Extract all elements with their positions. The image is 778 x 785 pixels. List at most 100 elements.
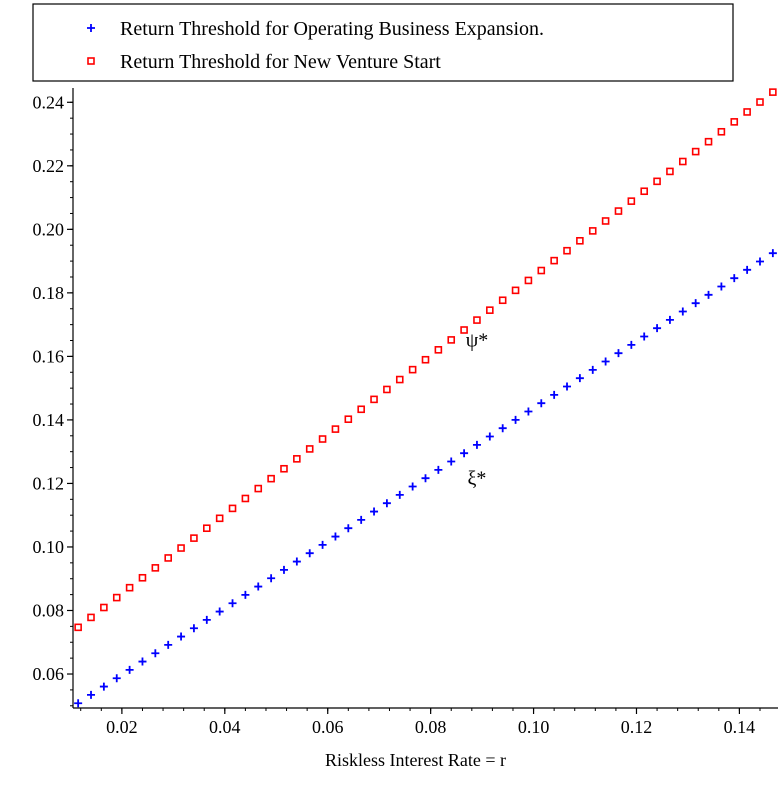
x-tick-label: 0.04 (209, 717, 241, 737)
annotations: ψ* ξ* (466, 330, 489, 490)
data-point (678, 157, 687, 166)
data-point (524, 276, 533, 285)
data-point (138, 657, 147, 666)
data-point (280, 464, 288, 473)
data-point (305, 445, 314, 453)
data-point (318, 540, 327, 549)
data-point (292, 557, 301, 566)
series-layer (74, 88, 777, 708)
data-point (331, 425, 340, 433)
data-point (151, 564, 160, 572)
data-point (550, 256, 558, 265)
data-point (241, 590, 250, 599)
data-point (769, 88, 777, 96)
data-point (768, 249, 777, 258)
data-point (357, 515, 366, 524)
data-point (511, 286, 520, 295)
data-point (563, 382, 572, 391)
data-point (215, 514, 224, 523)
data-point (447, 336, 456, 344)
data-point (99, 682, 108, 691)
data-point (151, 649, 160, 658)
legend-marker (87, 57, 95, 65)
y-tick-label: 0.06 (33, 664, 65, 684)
data-point (678, 307, 687, 316)
data-point (743, 265, 752, 274)
x-tick-label: 0.14 (724, 717, 756, 737)
data-point (691, 299, 700, 308)
data-point (755, 257, 764, 266)
data-point (717, 127, 726, 136)
data-point (267, 574, 276, 583)
data-point (460, 449, 469, 458)
data-point (537, 399, 546, 408)
data-point (125, 665, 134, 674)
y-tick-label: 0.20 (33, 219, 65, 239)
annotation-label: ψ* (466, 330, 489, 352)
data-point (112, 593, 121, 602)
x-tick-label: 0.06 (312, 717, 344, 737)
data-point (382, 499, 391, 508)
data-point (254, 484, 263, 493)
data-point (730, 274, 739, 283)
data-point (640, 332, 649, 341)
y-tick-label: 0.16 (33, 346, 65, 366)
data-point (74, 623, 82, 632)
data-point (189, 624, 198, 633)
data-point (357, 405, 365, 414)
data-point (498, 424, 507, 433)
legend-label: Return Threshold for New Venture Start (120, 51, 441, 73)
annotation-label: ξ* (467, 468, 486, 490)
data-point (421, 474, 430, 483)
data-point (588, 227, 597, 235)
data-point (408, 365, 417, 374)
data-point (653, 177, 661, 186)
data-point (485, 432, 494, 441)
data-point (704, 137, 713, 146)
data-point (228, 504, 237, 513)
x-tick-label: 0.08 (415, 717, 447, 737)
data-point (704, 290, 713, 299)
data-point (254, 582, 263, 591)
legend-label: Return Threshold for Operating Business … (120, 18, 544, 40)
data-point (537, 266, 546, 275)
data-point (241, 494, 250, 503)
data-point (177, 632, 186, 641)
data-point (576, 236, 584, 245)
y-tick-label: 0.08 (33, 600, 65, 620)
data-point (691, 147, 700, 156)
data-point (473, 316, 481, 324)
data-point (743, 108, 751, 116)
data-point (614, 207, 623, 215)
data-point (383, 385, 391, 394)
series-operating-business-expansion (74, 249, 777, 708)
x-tick-label: 0.02 (106, 717, 138, 737)
data-point (395, 375, 404, 384)
data-point (164, 554, 173, 562)
data-point (434, 346, 443, 354)
data-point (472, 440, 481, 449)
y-tick-label: 0.24 (33, 92, 65, 112)
y-tick-label: 0.14 (33, 410, 65, 430)
data-point (666, 167, 674, 176)
data-point (524, 407, 533, 416)
legend-marker (87, 24, 95, 32)
x-tick-label: 0.10 (518, 717, 550, 737)
data-point (344, 524, 353, 533)
data-point (331, 532, 340, 541)
data-point (550, 390, 559, 399)
data-point (112, 674, 121, 683)
data-point (202, 524, 211, 533)
data-point (125, 583, 134, 592)
y-tick-label: 0.22 (33, 156, 65, 176)
x-tick-label: 0.12 (621, 717, 653, 737)
data-point (202, 615, 211, 624)
data-point (408, 482, 417, 491)
data-point (138, 573, 147, 582)
data-point (318, 435, 327, 443)
data-point (447, 457, 456, 466)
data-point (614, 349, 623, 358)
data-point (267, 474, 275, 483)
data-point (730, 118, 739, 126)
